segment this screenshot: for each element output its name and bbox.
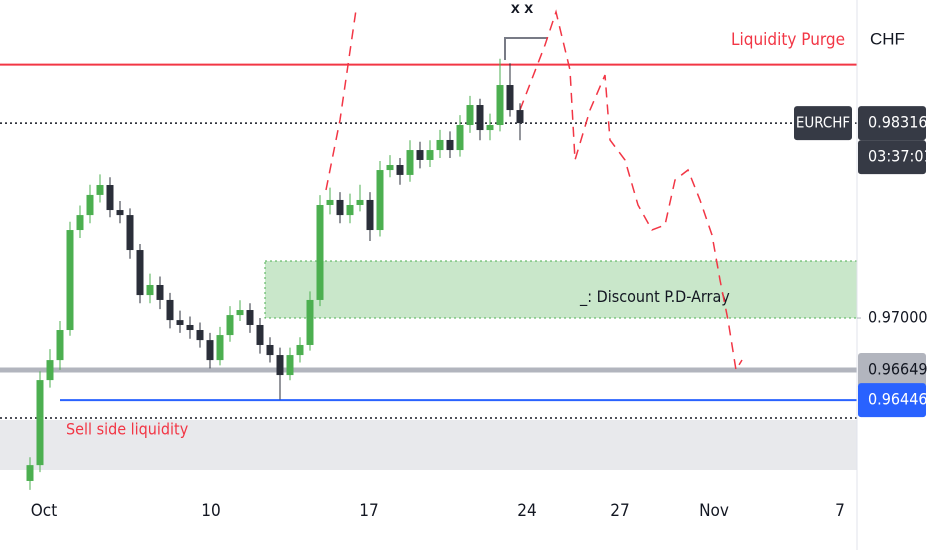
candle-body [236, 310, 244, 316]
candle-body [296, 344, 304, 356]
candle-body [176, 320, 184, 325]
candle-body [36, 380, 44, 466]
zone [264, 260, 858, 319]
candle-body [276, 355, 284, 376]
price-marker [858, 353, 926, 388]
zone-label: _: Discount P.D-Array [579, 287, 730, 307]
candle-body [386, 165, 394, 171]
candle-body [256, 324, 264, 345]
candle-body [136, 250, 144, 296]
candle-body [266, 344, 274, 356]
candle-body [206, 340, 214, 361]
x-tick-label: 10 [201, 501, 220, 521]
x-tick-label: 17 [359, 501, 378, 521]
candle-body [516, 110, 524, 124]
x-tick-label: 24 [517, 501, 536, 521]
x-tick-label: 27 [610, 501, 629, 521]
price-label: 0.96649 [868, 360, 928, 379]
candle-body [106, 185, 114, 211]
candle-body [366, 199, 374, 231]
shade [0, 420, 857, 470]
x-tick-label: 7 [835, 501, 845, 521]
price-label: 0.96446 [868, 390, 928, 409]
price-label: 0.98316 [868, 113, 928, 132]
candle-body [286, 355, 294, 376]
candle-body [446, 139, 454, 151]
candle-body [96, 185, 104, 195]
candle-body [426, 150, 434, 160]
candle-body [246, 310, 254, 325]
price-marker [858, 383, 926, 418]
candle-body [166, 299, 174, 321]
candle-body [396, 165, 404, 175]
candle-body [56, 330, 64, 361]
candle-body [406, 150, 414, 175]
candle-body [66, 230, 74, 331]
candle-body [26, 465, 34, 481]
annotation: Liquidity Purge [731, 30, 845, 50]
candle-body [356, 199, 364, 206]
bracket [504, 37, 548, 60]
candle-body [506, 85, 514, 111]
annotation: Sell side liquidity [66, 420, 189, 439]
candle-body [46, 360, 54, 381]
projection [325, 9, 743, 373]
price-marker [858, 106, 926, 141]
symbol-box [794, 106, 852, 141]
candle-body [416, 150, 424, 160]
candle-body [226, 315, 234, 336]
countdown: 03:37:01 [868, 147, 932, 166]
y-tick-label: 0.97000 [868, 308, 928, 327]
candle-body [216, 335, 224, 361]
candle-body [456, 125, 464, 151]
candle-body [376, 170, 384, 231]
x-tick-label: Oct [31, 501, 57, 521]
candle-body [76, 215, 84, 231]
symbol-label: EURCHF [796, 114, 850, 132]
candle-body [156, 284, 164, 300]
candle-body [436, 139, 444, 151]
candle-body [306, 299, 314, 345]
candle-body [316, 205, 324, 300]
candle-body [186, 324, 194, 331]
candle-body [116, 210, 124, 216]
candle-body [476, 105, 484, 131]
cross-marks: x x [511, 0, 533, 17]
candle-body [146, 284, 154, 296]
candle-body [336, 199, 344, 216]
x-tick-label: Nov [699, 501, 729, 521]
candle-body [486, 125, 494, 131]
candle-body [466, 105, 474, 126]
currency: CHF [870, 29, 905, 48]
candle-body [126, 215, 134, 251]
candle-body [86, 194, 94, 216]
candle-body [346, 205, 354, 216]
candle-body [196, 330, 204, 341]
countdown-box [858, 140, 926, 175]
candle-body [496, 85, 504, 126]
candle-body [326, 199, 334, 206]
